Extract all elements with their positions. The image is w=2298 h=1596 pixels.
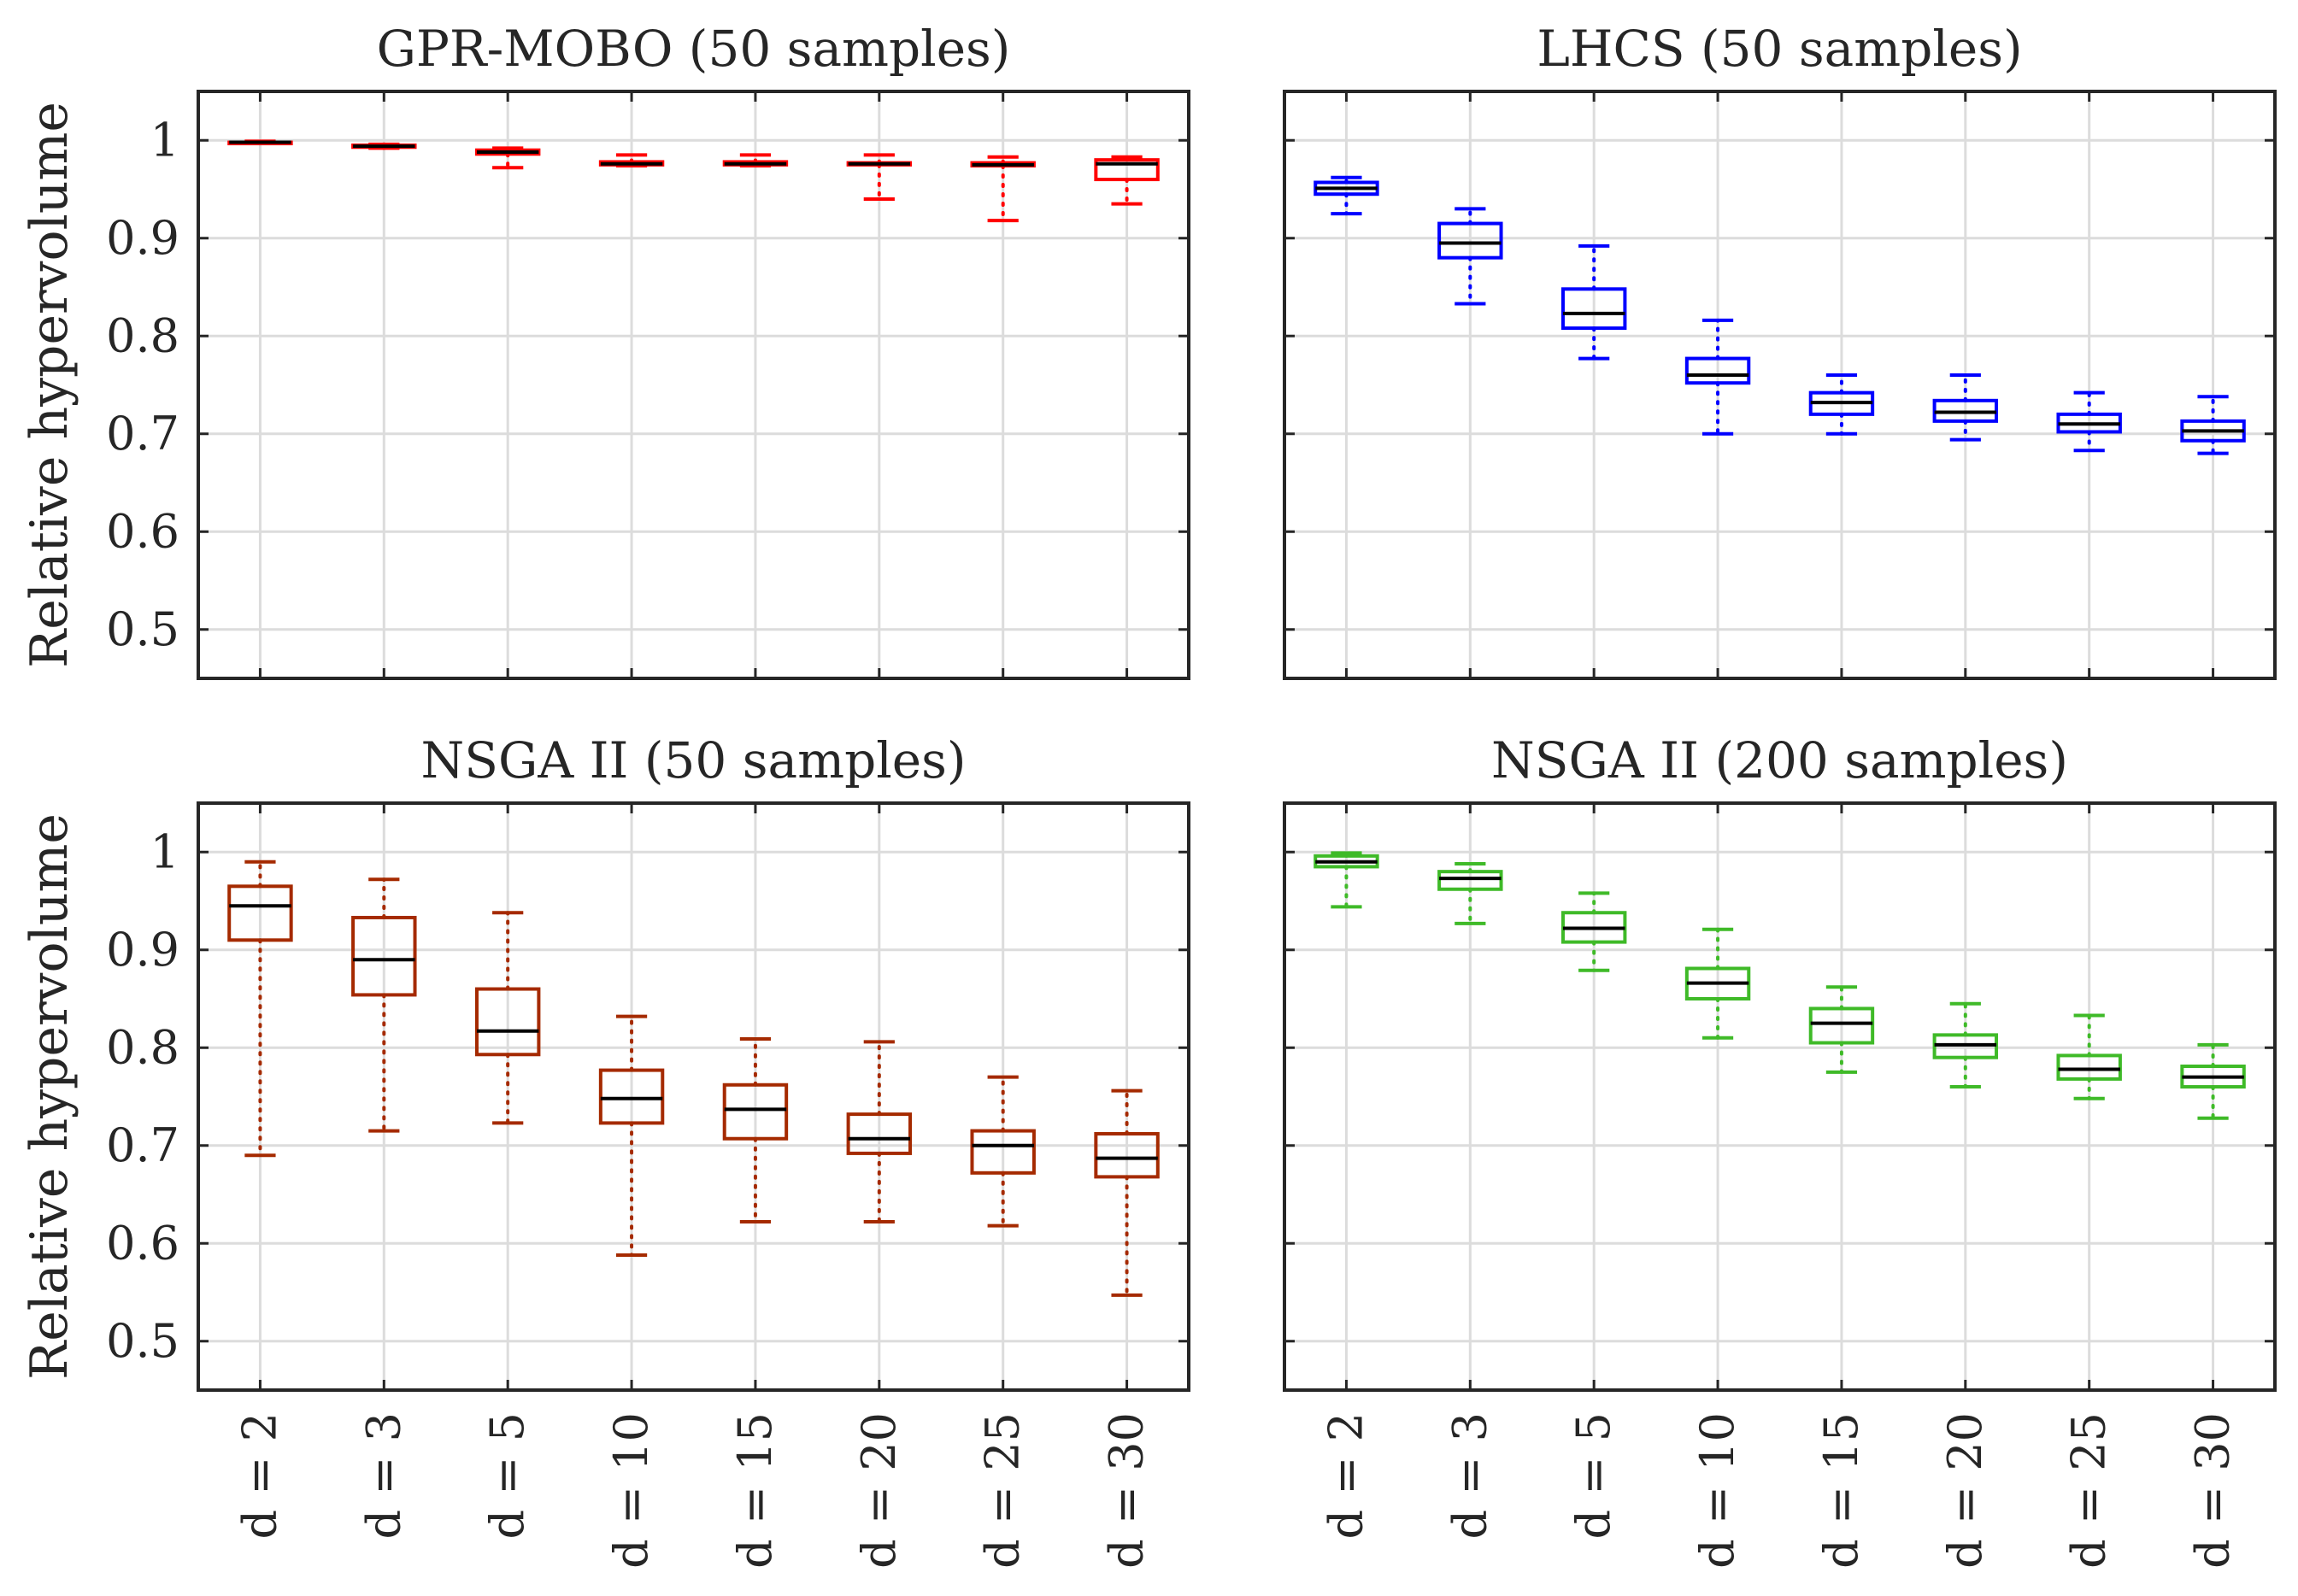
box-8 [1094,155,1160,206]
box-1 [1314,175,1379,216]
box-4 [598,153,665,168]
axes-frame [1283,90,2277,680]
box-4 [1684,927,1751,1040]
y-tick-label: 0.9 [106,923,179,977]
box-iqr [722,1083,789,1141]
box-iqr [1437,221,1503,260]
x-tick-label: d = 5 [1566,1412,1620,1540]
y-tick-label: 1 [150,824,179,878]
chart-panel-1: 0.5 0.6 0.7 0.8 0.9 1 GPR-MOBO (50 samples) Rel… [20,20,1190,680]
box-2 [1437,207,1503,306]
x-tick-label: d = 30 [1100,1412,1154,1569]
box-3 [1560,244,1627,361]
y-tick-label: 0.5 [106,1314,179,1368]
box-iqr [2056,1053,2122,1081]
chart-title: LHCS (50 samples) [1537,20,2022,78]
box-6 [846,153,913,201]
y-tick-label: 0.6 [106,1216,179,1270]
box-iqr [1094,158,1160,182]
x-tick-label: d = 20 [1938,1412,1992,1569]
box-iqr [474,987,541,1057]
box-iqr [1560,287,1627,331]
box-iqr [1684,356,1751,385]
box-iqr [1808,1006,1875,1045]
chart-panel-3: 0.5 0.6 0.7 0.8 0.9 1 d = 2 d = 3 d = 5 d = 10 d =… [20,731,1190,1569]
plot-area [1284,803,2275,1390]
x-tick-label: d = 10 [1690,1412,1744,1569]
x-tick-label: d = 2 [232,1412,286,1540]
axes-frame [197,801,1190,1392]
box-iqr [846,1112,913,1155]
box-8 [2180,395,2246,455]
box-2 [351,877,417,1133]
chart-panel-2: LHCS (50 samples) [1283,20,2277,680]
box-5 [722,1036,789,1224]
plot-area [198,803,1189,1390]
chart-panel-4: d = 2 d = 3 d = 5 d = 10 d = 15 d = 20 d = 25 d… [1283,731,2277,1569]
plot-area [198,91,1189,678]
x-tick-label: d = 25 [2062,1412,2116,1569]
axes-frame [197,90,1190,680]
y-axis-label: Relative hypervolume [20,813,79,1380]
x-tick-label: d = 15 [728,1412,782,1569]
box-8 [2180,1042,2246,1120]
box-3 [474,911,541,1125]
box-6 [1932,373,1999,442]
box-2 [1437,861,1503,925]
x-tick-label: d = 20 [852,1412,906,1569]
box-4 [598,1014,665,1257]
y-axis-label: Relative hypervolume [20,102,79,668]
box-7 [970,1075,1036,1228]
box-iqr [351,915,417,997]
box-iqr [598,1068,665,1125]
box-iqr [227,884,293,942]
x-tick-label: d = 2 [1319,1412,1372,1540]
box-1 [227,139,293,146]
plot-area [1284,91,2275,678]
box-3 [1560,891,1627,972]
chart-title: NSGA II (50 samples) [421,731,967,789]
x-tick-label: d = 3 [356,1412,410,1540]
y-tick-label: 0.9 [106,211,179,265]
x-tick-label: d = 30 [2186,1412,2240,1569]
x-tick-label: d = 3 [1443,1412,1496,1540]
box-4 [1684,318,1751,436]
box-7 [2056,1013,2122,1100]
y-tick-label: 0.8 [106,308,179,362]
box-8 [1094,1088,1160,1297]
box-3 [474,146,541,170]
box-7 [2056,390,2122,453]
box-6 [1932,1001,1999,1089]
box-6 [846,1040,913,1224]
y-tick-label: 0.6 [106,504,179,558]
chart-title: GPR-MOBO (50 samples) [377,20,1011,78]
x-tick-label: d = 10 [604,1412,658,1569]
box-5 [1808,373,1875,436]
x-tick-label: d = 5 [480,1412,534,1540]
x-tick-label: d = 25 [976,1412,1030,1569]
y-tick-label: 1 [150,113,179,167]
box-7 [970,155,1036,223]
box-5 [722,153,789,168]
box-1 [1314,851,1379,909]
y-tick-label: 0.7 [106,407,179,461]
x-tick-label: d = 15 [1814,1412,1868,1569]
axes-frame [1283,801,2277,1392]
box-iqr [970,1129,1036,1175]
box-2 [351,142,417,150]
box-iqr [1094,1132,1160,1179]
box-5 [1808,985,1875,1074]
chart-title: NSGA II (200 samples) [1491,731,2068,789]
box-iqr [1437,870,1503,891]
y-tick-label: 0.5 [106,602,179,656]
y-tick-label: 0.8 [106,1020,179,1074]
y-tick-label: 0.7 [106,1118,179,1172]
box-1 [227,860,293,1158]
